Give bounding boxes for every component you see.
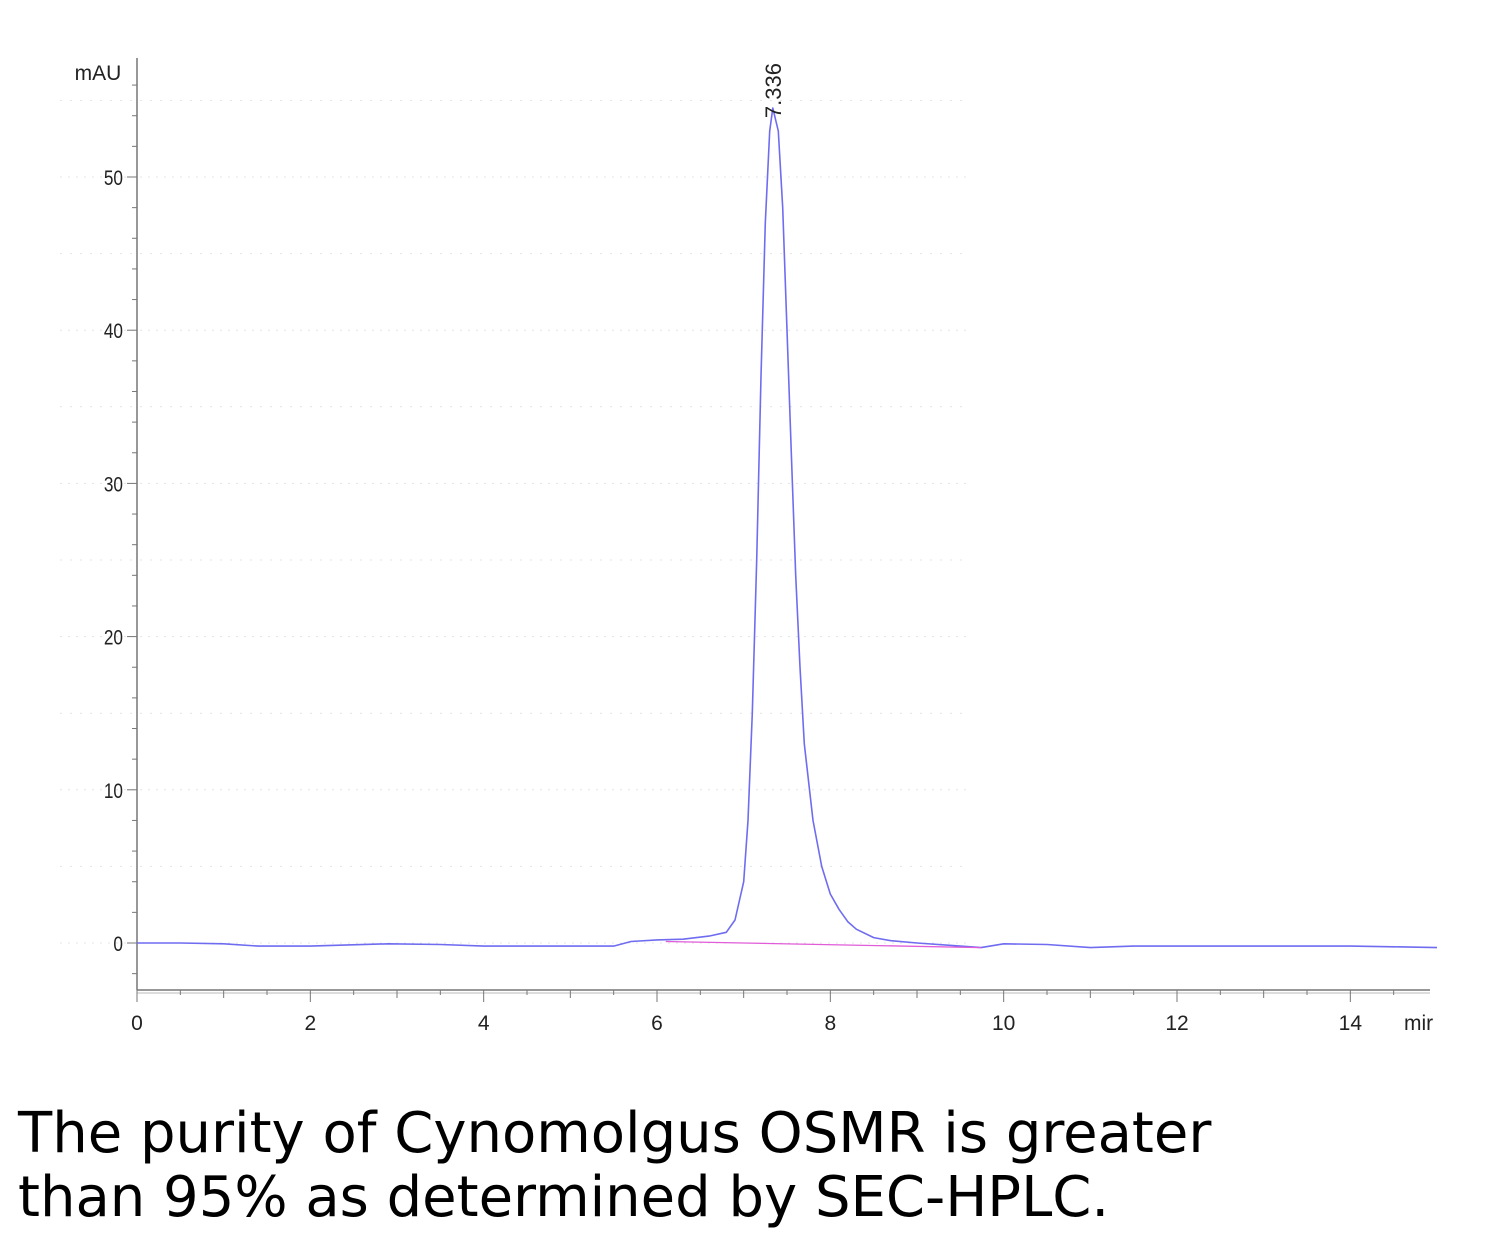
chromatogram-chart: 0 10 20 30 40 50 0 2 4 6 8 10 12 14 mAU mir 7.336 xyxy=(60,58,1438,1035)
x-tick-label: 12 xyxy=(1165,1012,1188,1035)
peak-retention-time-label: 7.336 xyxy=(761,63,786,118)
y-tick-label: 40 xyxy=(104,321,123,344)
y-tick-label: 50 xyxy=(104,168,123,191)
integration-baseline xyxy=(665,940,982,949)
chart-canvas: 0 10 20 30 40 50 0 2 4 6 8 10 12 14 mAU mir 7.336 xyxy=(60,58,1438,1035)
grid xyxy=(60,99,970,944)
x-tick-label: 8 xyxy=(824,1012,836,1035)
x-tick-label: 2 xyxy=(304,1012,316,1035)
caption-line-1: The purity of Cynomolgus OSMR is greater xyxy=(18,1101,1212,1166)
x-tick-label: 0 xyxy=(131,1012,143,1035)
x-tick-label: 4 xyxy=(478,1012,490,1035)
figure-caption: The purity of Cynomolgus OSMR is greater… xyxy=(18,1102,1478,1230)
x-tick-label: 10 xyxy=(992,1012,1015,1035)
peak-labels: 7.336 xyxy=(761,63,786,118)
x-tick-label: 14 xyxy=(1339,1012,1363,1035)
x-axis-unit-label: mir xyxy=(1404,1012,1433,1035)
y-tick-label: 20 xyxy=(104,627,123,650)
chromatogram-trace xyxy=(137,107,1438,949)
series xyxy=(137,107,1438,949)
caption-line-2: than 95% as determined by SEC-HPLC. xyxy=(18,1165,1110,1230)
x-tick-label: 6 xyxy=(651,1012,663,1035)
y-tick-label: 30 xyxy=(104,474,123,497)
y-tick-label: 0 xyxy=(113,934,123,957)
ticks: 0 10 20 30 40 50 0 2 4 6 8 10 12 14 xyxy=(104,84,1395,1035)
axes xyxy=(136,58,1430,994)
y-tick-label: 10 xyxy=(104,780,123,803)
y-axis-label: mAU xyxy=(75,62,122,85)
